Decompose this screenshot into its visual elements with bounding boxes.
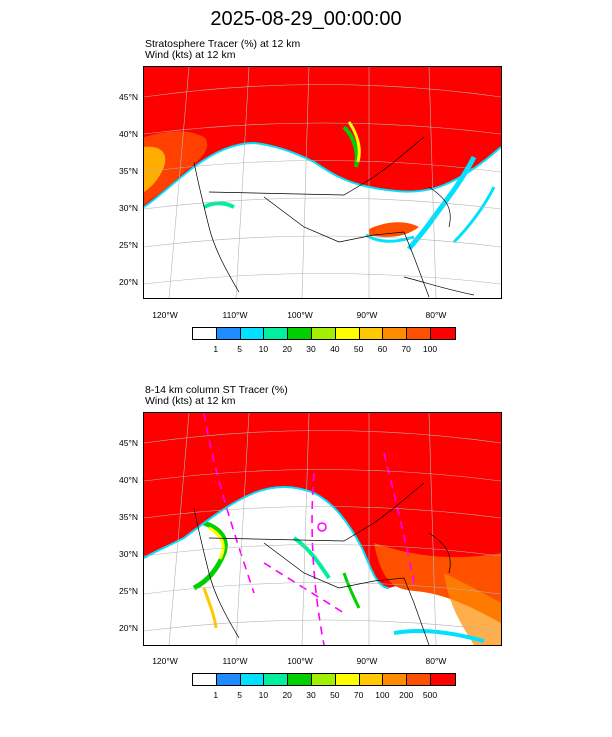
colorbar-label: 20 <box>282 344 292 354</box>
colorbar-swatch <box>359 674 384 685</box>
colorbar-swatch <box>335 674 360 685</box>
panel2-lat-label: 40°N <box>119 475 138 485</box>
panel1-lon-label: 80°W <box>425 310 447 320</box>
page-title: 2025-08-29_00:00:00 <box>210 8 402 30</box>
colorbar-label: 20 <box>282 690 292 700</box>
colorbar-label: 1 <box>213 690 219 700</box>
colorbar-label: 30 <box>306 344 316 354</box>
colorbar-swatch <box>288 674 312 685</box>
panel1-lat-label: 45°N <box>119 92 138 102</box>
colorbar-swatch <box>430 328 455 339</box>
colorbar-swatch <box>240 328 265 339</box>
colorbar-label: 30 <box>306 690 316 700</box>
colorbar-swatch <box>240 674 265 685</box>
panel2-wind-label: Wind (kts) at 12 km <box>145 395 236 407</box>
colorbar-label: 50 <box>330 690 340 700</box>
panel1-lon-label: 110°W <box>222 310 248 320</box>
panel1-lat-label: 20°N <box>119 277 138 287</box>
colorbar-label: 10 <box>258 344 269 354</box>
panel1-map <box>143 66 502 299</box>
panel1-wind-label: Wind (kts) at 12 km <box>145 49 236 61</box>
panel1-lat-label: 40°N <box>119 129 138 139</box>
colorbar-swatch <box>216 328 241 339</box>
panel1-lon-label: 100°W <box>287 310 313 320</box>
colorbar-swatch <box>216 674 241 685</box>
colorbar-swatch <box>311 328 336 339</box>
colorbar-label: 5 <box>237 690 242 700</box>
panel2-lat-label: 45°N <box>119 438 138 448</box>
colorbar-swatch <box>335 328 360 339</box>
panel2-map <box>143 412 502 646</box>
panel2-colorbar <box>192 673 456 686</box>
panel1-lat-label: 35°N <box>119 166 138 176</box>
panel2-lat-label: 25°N <box>119 586 138 596</box>
colorbar-swatch <box>193 328 217 339</box>
colorbar-swatch <box>193 674 217 685</box>
colorbar-swatch <box>407 674 431 685</box>
colorbar-label: 5 <box>237 344 242 354</box>
colorbar-swatch <box>288 328 312 339</box>
colorbar-label: 70 <box>401 344 411 354</box>
panel2-lon-label: 120°W <box>152 656 178 666</box>
panel2-field-label: 8-14 km column ST Tracer (%) <box>145 384 288 396</box>
colorbar-swatch <box>430 674 455 685</box>
colorbar-label: 200 <box>399 690 414 700</box>
colorbar-label: 50 <box>353 344 364 354</box>
panel1-colorbar <box>192 327 456 340</box>
colorbar-label: 10 <box>258 690 269 700</box>
panel2-lon-label: 110°W <box>222 656 248 666</box>
colorbar-label: 40 <box>330 344 340 354</box>
colorbar-label: 1 <box>213 344 219 354</box>
colorbar-swatch <box>407 328 431 339</box>
colorbar-swatch <box>264 674 289 685</box>
colorbar-label: 500 <box>422 690 438 700</box>
colorbar-swatch <box>311 674 336 685</box>
colorbar-label: 100 <box>375 690 390 700</box>
colorbar-label: 60 <box>377 344 388 354</box>
panel2-lon-label: 100°W <box>287 656 313 666</box>
colorbar-swatch <box>383 674 408 685</box>
panel2-lat-label: 35°N <box>119 512 138 522</box>
panel1-lon-label: 90°W <box>356 310 378 320</box>
panel2-lon-label: 80°W <box>425 656 447 666</box>
panel1-lon-label: 120°W <box>152 310 178 320</box>
panel1-field-label: Stratosphere Tracer (%) at 12 km <box>145 38 301 50</box>
panel2-lon-label: 90°W <box>356 656 378 666</box>
colorbar-swatch <box>264 328 289 339</box>
colorbar-swatch <box>383 328 408 339</box>
panel1-lat-label: 30°N <box>119 203 138 213</box>
panel2-lat-label: 20°N <box>119 623 138 633</box>
panel2-lat-label: 30°N <box>119 549 138 559</box>
colorbar-swatch <box>359 328 384 339</box>
panel1-lat-label: 25°N <box>119 240 138 250</box>
colorbar-label: 100 <box>422 344 438 354</box>
colorbar-label: 70 <box>353 690 364 700</box>
